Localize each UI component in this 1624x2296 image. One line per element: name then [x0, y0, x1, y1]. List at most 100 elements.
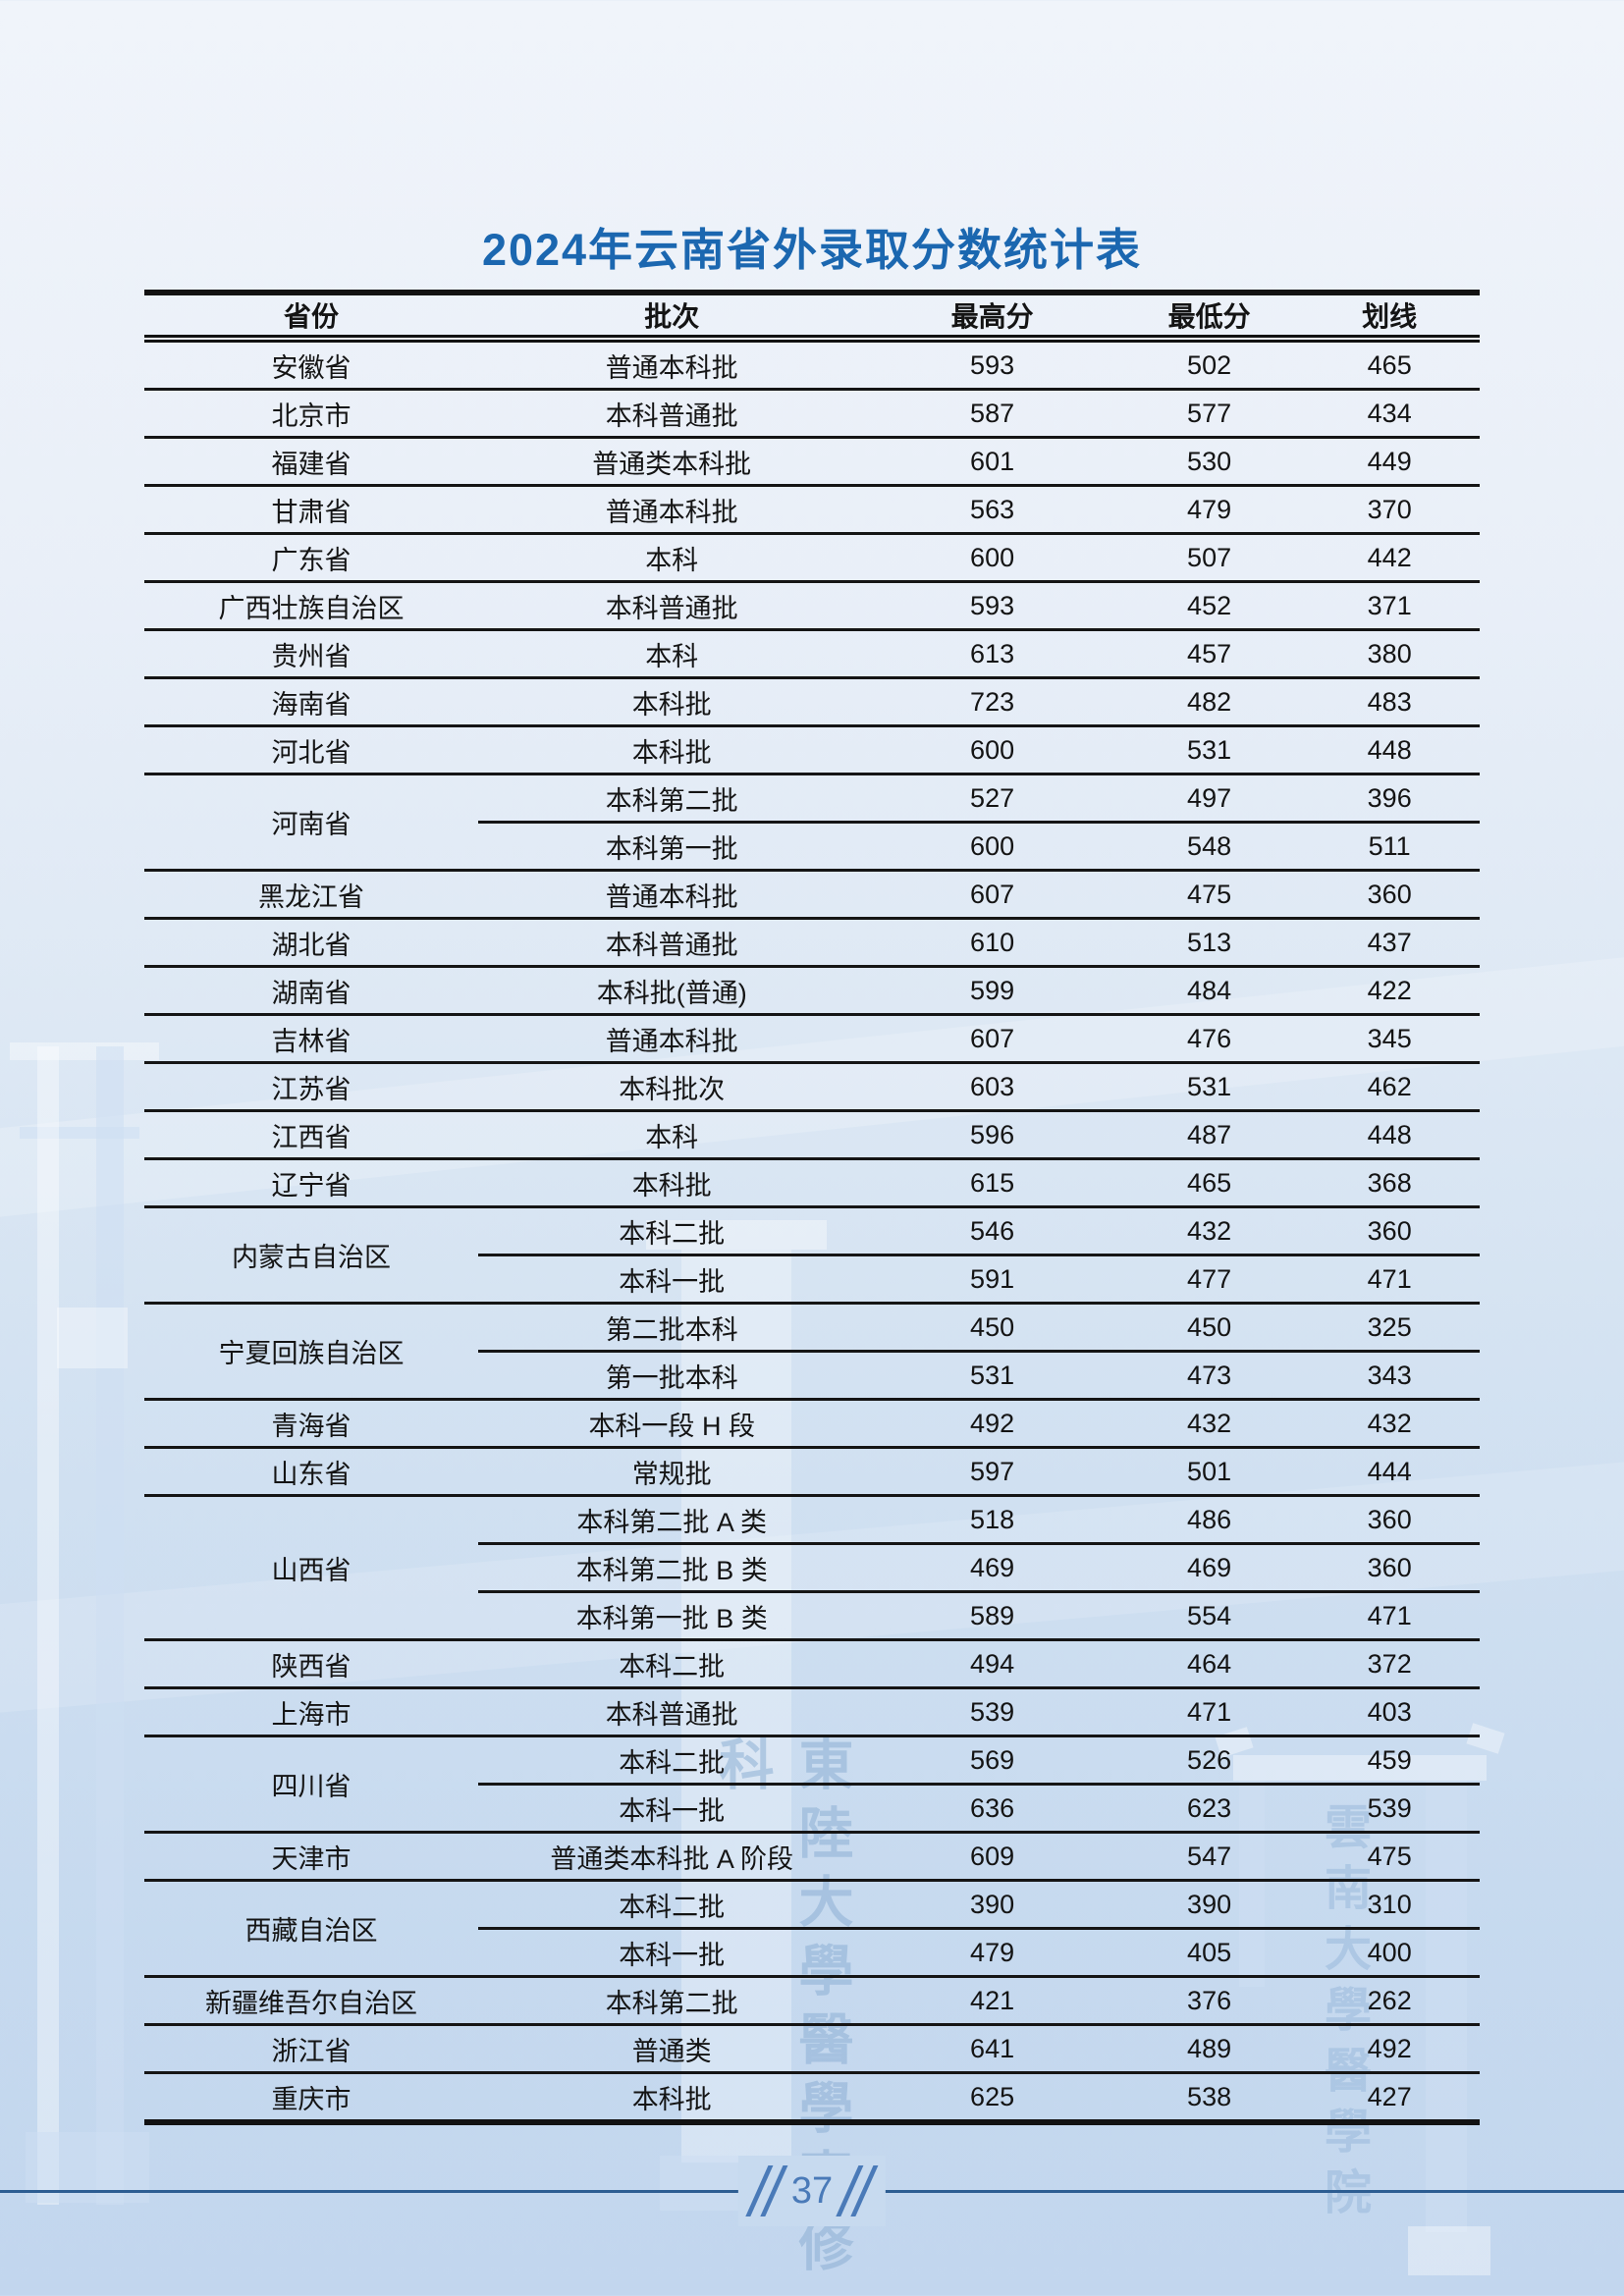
table-row: 福建省 普通类本科批 601 530 449	[144, 436, 1480, 486]
province-cell: 黑龙江省	[144, 869, 478, 919]
cutoff-line-cell: 325	[1299, 1302, 1480, 1352]
min-score-cell: 471	[1118, 1686, 1300, 1736]
min-score-cell: 501	[1118, 1446, 1300, 1496]
batch-cell: 本科	[478, 532, 866, 582]
max-score-cell: 596	[865, 1109, 1119, 1159]
column-header-batch: 批次	[478, 293, 866, 343]
province-cell: 山西省	[144, 1494, 478, 1640]
cutoff-line-cell: 465	[1299, 337, 1480, 390]
table-row: 浙江省 普通类 641 489 492	[144, 2023, 1480, 2073]
province-cell: 广西壮族自治区	[144, 580, 478, 630]
table-row: 内蒙古自治区 本科二批 546 432 360	[144, 1205, 1480, 1304]
min-score-cell: 577	[1118, 388, 1300, 438]
cutoff-line-cell: 448	[1299, 1109, 1480, 1159]
cutoff-line-cell: 449	[1299, 436, 1480, 486]
max-score-cell: 597	[865, 1446, 1119, 1496]
min-score-cell: 432	[1118, 1398, 1300, 1448]
province-cell: 湖北省	[144, 917, 478, 967]
min-score-cell: 487	[1118, 1109, 1300, 1159]
province-cell: 西藏自治区	[144, 1879, 478, 1977]
min-score-cell: 469	[1118, 1542, 1300, 1592]
province-cell: 陕西省	[144, 1638, 478, 1688]
table-row: 本科第二批 B 类 469 469 360	[144, 1542, 1480, 1592]
table-row: 广西壮族自治区 本科普通批 593 452 371	[144, 580, 1480, 630]
table-row: 四川省 本科二批 569 526 459	[144, 1735, 1480, 1833]
min-score-cell: 405	[1118, 1927, 1300, 1977]
min-score-cell: 531	[1118, 724, 1300, 774]
min-score-cell: 530	[1118, 436, 1300, 486]
max-score-cell: 539	[865, 1686, 1119, 1736]
max-score-cell: 625	[865, 2071, 1119, 2122]
batch-cell: 本科批	[478, 2071, 866, 2122]
table-row: 黑龙江省 普通本科批 607 475 360	[144, 869, 1480, 919]
max-score-cell: 636	[865, 1783, 1119, 1833]
batch-cell: 本科批次	[478, 1061, 866, 1111]
table-row: 重庆市 本科批 625 538 427	[144, 2071, 1480, 2122]
min-score-cell: 623	[1118, 1783, 1300, 1833]
max-score-cell: 518	[865, 1494, 1119, 1544]
max-score-cell: 600	[865, 821, 1119, 871]
province-cell: 内蒙古自治区	[144, 1205, 478, 1304]
province-cell: 四川省	[144, 1735, 478, 1833]
table-row: 本科一批 591 477 471	[144, 1254, 1480, 1304]
batch-cell: 本科批	[478, 676, 866, 726]
cutoff-line-cell: 360	[1299, 1494, 1480, 1544]
province-cell: 重庆市	[144, 2071, 478, 2122]
province-cell: 吉林省	[144, 1013, 478, 1063]
batch-cell: 本科二批	[478, 1205, 866, 1255]
cutoff-line-cell: 368	[1299, 1157, 1480, 1207]
table-row: 本科一批 479 405 400	[144, 1927, 1480, 1977]
score-table: 省份 批次 最高分 最低分 划线 安徽省 普通本科批 593 502 465 北京市 本科普…	[144, 290, 1480, 2125]
min-score-cell: 450	[1118, 1302, 1300, 1352]
batch-cell: 本科一批	[478, 1254, 866, 1304]
cutoff-line-cell: 475	[1299, 1831, 1480, 1881]
province-cell: 辽宁省	[144, 1157, 478, 1207]
table-row: 陕西省 本科二批 494 464 372	[144, 1638, 1480, 1688]
table-row: 青海省 本科一段 H 段 492 432 432	[144, 1398, 1480, 1448]
table-row: 甘肃省 普通本科批 563 479 370	[144, 484, 1480, 534]
table-row: 河南省 本科第二批 527 497 396	[144, 773, 1480, 871]
max-score-cell: 469	[865, 1542, 1119, 1592]
cutoff-line-cell: 448	[1299, 724, 1480, 774]
province-cell: 浙江省	[144, 2023, 478, 2073]
batch-cell: 本科一批	[478, 1927, 866, 1977]
batch-cell: 本科	[478, 1109, 866, 1159]
table-row: 第一批本科 531 473 343	[144, 1350, 1480, 1400]
table-row: 西藏自治区 本科二批 390 390 310	[144, 1879, 1480, 1977]
slash-mark-icon	[745, 2165, 774, 2216]
max-score-cell: 421	[865, 1975, 1119, 2025]
table-row: 宁夏回族自治区 第二批本科 450 450 325	[144, 1302, 1480, 1400]
cutoff-line-cell: 437	[1299, 917, 1480, 967]
table-header-row: 省份 批次 最高分 最低分 划线	[144, 293, 1480, 343]
cutoff-line-cell: 403	[1299, 1686, 1480, 1736]
cutoff-line-cell: 432	[1299, 1398, 1480, 1448]
table-row: 北京市 本科普通批 587 577 434	[144, 388, 1480, 438]
table-row: 江苏省 本科批次 603 531 462	[144, 1061, 1480, 1111]
cutoff-line-cell: 492	[1299, 2023, 1480, 2073]
max-score-cell: 569	[865, 1735, 1119, 1785]
min-score-cell: 548	[1118, 821, 1300, 871]
batch-cell: 本科第二批 B 类	[478, 1542, 866, 1592]
table-row: 吉林省 普通本科批 607 476 345	[144, 1013, 1480, 1063]
max-score-cell: 641	[865, 2023, 1119, 2073]
max-score-cell: 607	[865, 1013, 1119, 1063]
province-cell: 新疆维吾尔自治区	[144, 1975, 478, 2025]
cutoff-line-cell: 511	[1299, 821, 1480, 871]
cutoff-line-cell: 343	[1299, 1350, 1480, 1400]
page-title: 2024年云南省外录取分数统计表	[481, 225, 1143, 275]
cutoff-line-cell: 422	[1299, 965, 1480, 1015]
max-score-cell: 603	[865, 1061, 1119, 1111]
table-row: 辽宁省 本科批 615 465 368	[144, 1157, 1480, 1207]
batch-cell: 本科普通批	[478, 580, 866, 630]
page-number-badge: 37	[737, 2156, 887, 2226]
min-score-cell: 476	[1118, 1013, 1300, 1063]
min-score-cell: 526	[1118, 1735, 1300, 1785]
batch-cell: 本科第二批	[478, 1975, 866, 2025]
batch-cell: 本科普通批	[478, 1686, 866, 1736]
table-row: 本科一批 636 623 539	[144, 1783, 1480, 1833]
province-cell: 宁夏回族自治区	[144, 1302, 478, 1400]
province-cell: 河北省	[144, 724, 478, 774]
batch-cell: 本科	[478, 628, 866, 678]
cutoff-line-cell: 310	[1299, 1879, 1480, 1929]
